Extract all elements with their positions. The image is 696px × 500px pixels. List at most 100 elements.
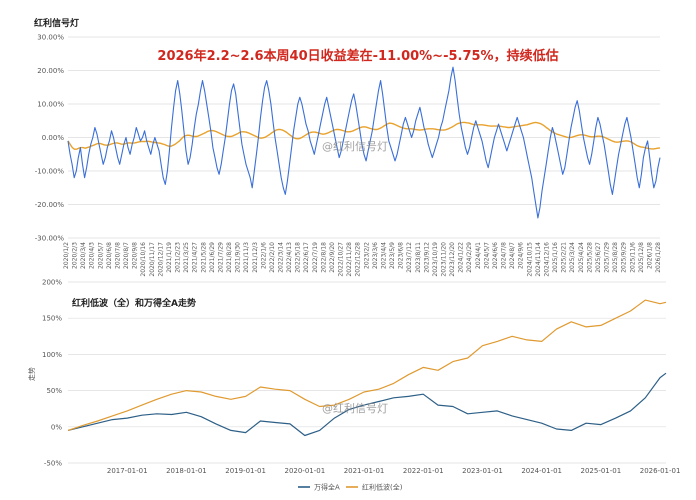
chart-1-series-line-1 xyxy=(67,121,661,150)
chart-2-series-line-0 xyxy=(67,372,667,437)
chart-1-x-tick-label: 2025/2/21 xyxy=(561,242,568,273)
chart-1-series-line-0 xyxy=(67,66,661,219)
chart-1-x-tick-label: 2020/12/17 xyxy=(157,242,164,277)
chart-2-y-axis-label: 走势 xyxy=(27,367,36,381)
chart-1-x-tick-label: 2024/9/6 xyxy=(518,242,525,269)
chart-1-x-tick-label: 2022/5/18 xyxy=(295,242,302,273)
chart-1-x-tick-label: 2020/8/7 xyxy=(123,242,130,269)
chart-1-x-tick-label: 2025/8/28 xyxy=(612,242,619,273)
chart-1-x-tick-label: 2022/6/17 xyxy=(303,242,310,273)
chart-1-x-tick-label: 2023/8/11 xyxy=(415,242,422,273)
chart-1-x-tick-label: 2021/2/23 xyxy=(175,242,182,273)
chart-1-y-tick-label: 0.00% xyxy=(42,134,65,142)
chart-1-x-tick-label: 2021/11/3 xyxy=(243,242,250,273)
chart-2-x-tick-label: 2026-01-01 xyxy=(640,467,681,475)
chart-1-y-tick-label: -20.00% xyxy=(35,201,65,209)
chart-1-y-tick-label: 20.00% xyxy=(37,67,64,75)
chart-2-x-tick-label: 2017-01-01 xyxy=(107,467,148,475)
chart-2-series-line-1 xyxy=(67,299,667,431)
chart-1-x-tick-label: 2025/12/8 xyxy=(638,242,645,273)
chart-1-x-tick-label: 2022/4/13 xyxy=(286,242,293,273)
chart-1-x-tick-label: 2021/9/30 xyxy=(235,242,242,273)
chart-1-x-tick-label: 2024/1/22 xyxy=(458,242,465,273)
chart-1-x-tick-label: 2023/7/12 xyxy=(406,242,413,273)
chart-1-x-tick-label: 2026/1/28 xyxy=(655,242,662,273)
chart-1-x-tick-label: 2021/12/3 xyxy=(252,242,259,273)
chart-1-x-tick-label: 2024/5/7 xyxy=(483,242,490,269)
chart-1-x-tick-label: 2023/12/20 xyxy=(449,242,456,277)
chart-2-y-tick-label: -50% xyxy=(44,460,62,468)
chart-2-x-tick-label: 2021-01-01 xyxy=(344,467,385,475)
chart-1-x-tick-label: 2021/6/29 xyxy=(209,242,216,273)
chart-1-x-tick-label: 2026/1/8 xyxy=(646,242,653,269)
chart-1-x-tick-label: 2021/1/19 xyxy=(166,242,173,273)
chart-2-x-tick-label: 2024-01-01 xyxy=(521,467,562,475)
chart-2-x-tick-label: 2019-01-01 xyxy=(225,467,266,475)
chart-1-x-tick-label: 2023/6/8 xyxy=(398,242,405,269)
chart-1-x-tick-label: 2022/11/28 xyxy=(346,242,353,277)
chart-1-x-tick-label: 2021/3/25 xyxy=(183,242,190,273)
chart-1-x-tick-label: 2024/2/29 xyxy=(466,242,473,273)
chart-1-x-tick-label: 2022/3/14 xyxy=(277,242,284,273)
chart-1-y-tick-label: 30.00% xyxy=(37,34,64,42)
chart-1-x-tick-label: 2020/6/8 xyxy=(106,242,113,269)
chart-1-x-tick-label: 2024/6/6 xyxy=(492,242,499,269)
chart-1-x-tick-label: 2020/2/3 xyxy=(72,242,79,269)
chart-1-x-tick-label: 2021/7/29 xyxy=(217,242,224,273)
chart-1-annotation: 2026年2.2~2.6本周40日收益差在-11.00%~-5.75%，持续低估 xyxy=(157,48,558,64)
chart-2-legend-label: 红利低波(全) xyxy=(362,483,403,492)
chart-1-x-tick-label: 2023/4/4 xyxy=(380,242,387,269)
chart-1-x-tick-label: 2025/3/24 xyxy=(569,242,576,273)
chart-1-x-tick-label: 2025/5/28 xyxy=(586,242,593,273)
chart-1-x-tick-label: 2022/2/10 xyxy=(269,242,276,273)
chart-1-x-tick-label: 2023/9/12 xyxy=(423,242,430,273)
chart-1-x-tick-label: 2024/4/1 xyxy=(475,242,482,269)
chart-1-x-tick-label: 2025/6/27 xyxy=(595,242,602,273)
chart-2-legend-label: 万得全A xyxy=(314,483,340,492)
chart-1-x-tick-label: 2025/7/29 xyxy=(604,242,611,273)
chart-1-x-tick-label: 2021/8/28 xyxy=(226,242,233,273)
chart-1-x-tick-label: 2021/5/28 xyxy=(200,242,207,273)
chart-1-x-tick-label: 2024/11/14 xyxy=(535,242,542,277)
chart-1-x-tick-label: 2022/12/28 xyxy=(355,242,362,277)
chart-1-x-tick-label: 2020/1/2 xyxy=(63,242,70,269)
chart-1-x-tick-label: 2022/1/6 xyxy=(260,242,267,269)
chart-2-title: 红利低波（全）和万得全A走势 xyxy=(72,297,196,309)
chart-1-x-tick-label: 2023/2/2 xyxy=(363,242,370,269)
chart-1-x-tick-label: 2025/4/24 xyxy=(578,242,585,273)
chart-1-x-tick-label: 2022/9/20 xyxy=(329,242,336,273)
chart-1-x-tick-label: 2024/7/8 xyxy=(501,242,508,269)
chart-1-x-tick-label: 2023/10/19 xyxy=(432,242,439,277)
chart-2-x-tick-label: 2020-01-01 xyxy=(284,467,325,475)
chart-1-y-tick-label: 10.00% xyxy=(37,101,64,109)
chart-1-x-tick-label: 2020/3/4 xyxy=(80,242,87,269)
chart-1-x-tick-label: 2023/3/6 xyxy=(372,242,379,269)
chart-1-x-tick-label: 2022/7/19 xyxy=(312,242,319,273)
chart-1-x-tick-label: 2021/4/27 xyxy=(192,242,199,273)
chart-1-x-tick-label: 2025/9/29 xyxy=(621,242,628,273)
chart-1-x-tick-label: 2024/12/16 xyxy=(543,242,550,277)
chart-2-x-tick-label: 2023-01-01 xyxy=(462,467,503,475)
chart-1-x-tick-label: 2020/7/8 xyxy=(114,242,121,269)
chart-2-x-tick-label: 2022-01-01 xyxy=(403,467,444,475)
chart-1-x-tick-label: 2023/5/9 xyxy=(389,242,396,269)
chart-2-x-tick-label: 2018-01-01 xyxy=(166,467,207,475)
chart-1-x-tick-label: 2025/11/6 xyxy=(629,242,636,273)
chart-1-x-tick-label: 2024/10/15 xyxy=(526,242,533,277)
chart-2-watermark: @红利信号灯 xyxy=(322,402,388,415)
chart-1-title: 红利信号灯 xyxy=(34,17,79,29)
chart-2-y-tick-label: 50% xyxy=(46,387,62,395)
chart-1-x-tick-label: 2025/1/16 xyxy=(552,242,559,273)
chart-1-x-tick-label: 2020/10/16 xyxy=(140,242,147,277)
chart-1-x-tick-label: 2022/8/18 xyxy=(320,242,327,273)
chart-2-y-tick-label: 200% xyxy=(42,279,62,287)
chart-1-watermark: @红利信号灯 xyxy=(322,140,388,153)
chart-1-y-tick-label: -10.00% xyxy=(35,168,65,176)
chart-2-y-tick-label: 100% xyxy=(42,351,62,359)
chart-1-x-tick-label: 2020/11/17 xyxy=(149,242,156,277)
chart-1-y-tick-label: -30.00% xyxy=(35,235,65,243)
chart-2-x-tick-label: 2025-01-01 xyxy=(581,467,622,475)
chart-2-y-tick-label: 150% xyxy=(42,315,62,323)
chart-1-x-tick-label: 2023/11/20 xyxy=(441,242,448,277)
